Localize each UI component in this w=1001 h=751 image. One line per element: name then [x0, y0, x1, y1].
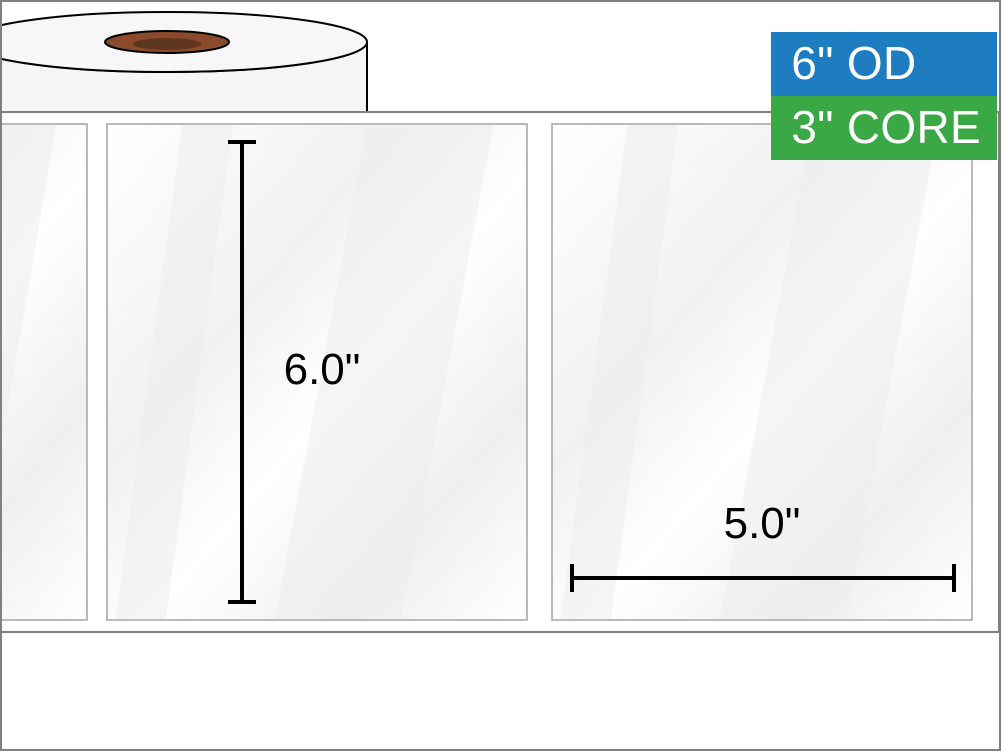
spec-badges: 6" OD 3" CORE: [771, 32, 997, 160]
labels: [2, 124, 972, 620]
width-dimension-value: 5.0": [724, 499, 801, 548]
core-badge: 3" CORE: [771, 96, 997, 160]
od-badge: 6" OD: [771, 32, 997, 96]
height-dimension-value: 6.0": [284, 345, 361, 394]
diagram-canvas: 6.0" 5.0" 6" OD 3" CORE: [0, 0, 1001, 751]
